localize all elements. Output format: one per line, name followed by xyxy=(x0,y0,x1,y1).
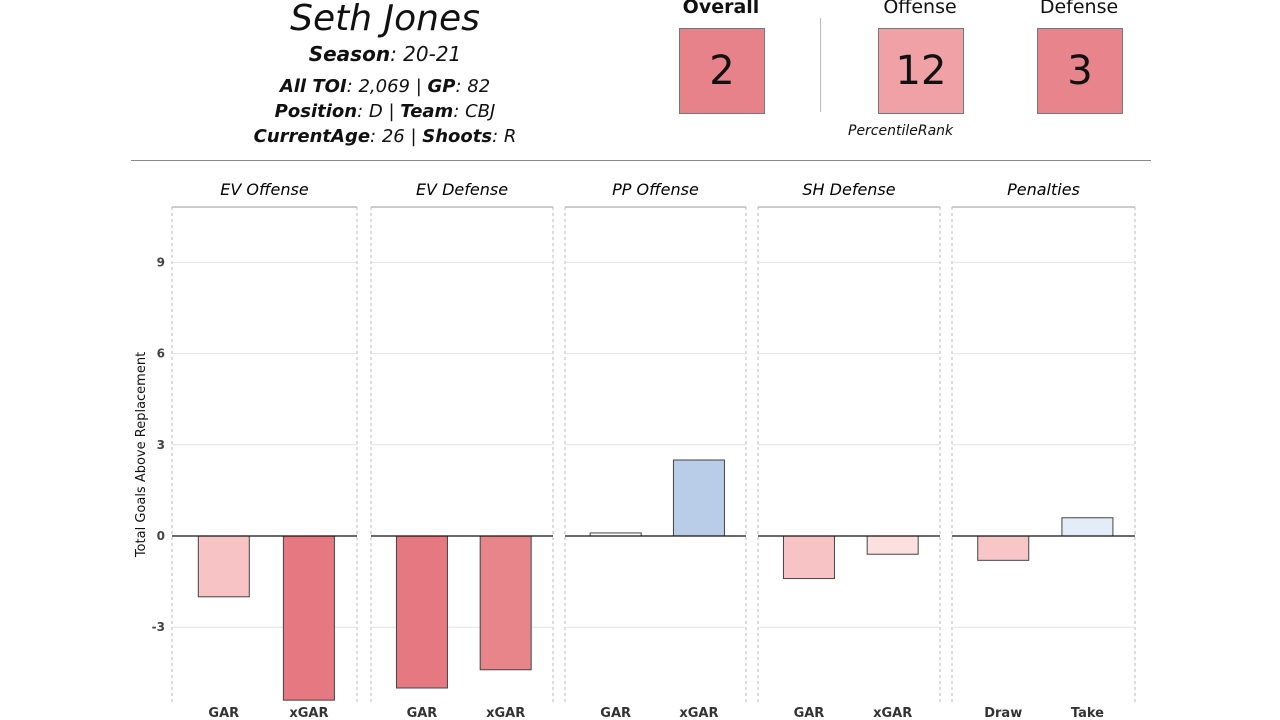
team-label: Team xyxy=(400,101,454,122)
shoots-label: Shoots xyxy=(422,126,493,147)
bar xyxy=(866,535,919,555)
position-line: Position: D | Team: CBJ xyxy=(180,99,590,124)
gp-label: GP xyxy=(427,76,456,97)
toi-label: All TOI xyxy=(279,76,347,97)
x-category-label: GAR xyxy=(407,706,438,720)
bar xyxy=(672,459,725,537)
season-value: : 20-21 xyxy=(390,42,462,66)
x-category-label: GAR xyxy=(208,706,239,720)
age-line: CurrentAge: 26 | Shoots: R xyxy=(180,124,590,149)
x-category-label: GAR xyxy=(600,706,631,720)
x-category-label: xGAR xyxy=(679,706,718,720)
season-line: Season: 20-21 xyxy=(180,42,590,66)
position-label: Position xyxy=(274,101,358,122)
bar xyxy=(782,535,835,580)
shoots-value: : R xyxy=(492,126,517,147)
team-value: : CBJ xyxy=(453,101,496,122)
overall-rank-title: Overall xyxy=(682,0,760,18)
player-name: Seth Jones xyxy=(290,0,480,39)
facet-title: SH Defense xyxy=(802,180,895,199)
y-tick-label: -3 xyxy=(152,620,165,634)
facet-title: EV Offense xyxy=(220,180,309,199)
x-category-label: xGAR xyxy=(486,706,525,720)
x-category-label: xGAR xyxy=(289,706,328,720)
player-details: All TOI: 2,069 | GP: 82 Position: D | Te… xyxy=(180,74,590,149)
offense-rank-box: 12 xyxy=(878,28,964,114)
y-tick-label: 9 xyxy=(157,255,165,269)
y-tick-label: 6 xyxy=(157,347,165,361)
toi-value: : 2,069 | xyxy=(346,76,428,97)
x-category-label: xGAR xyxy=(873,706,912,720)
defense-rank-title: Defense xyxy=(1039,0,1119,18)
age-label: CurrentAge xyxy=(253,126,371,147)
bar xyxy=(282,535,335,701)
facet-title: PP Offense xyxy=(612,180,699,199)
age-value: : 26 | xyxy=(370,126,423,147)
toi-line: All TOI: 2,069 | GP: 82 xyxy=(180,74,590,99)
overall-rank-box: 2 xyxy=(679,28,765,114)
x-category-label: Draw xyxy=(984,706,1022,720)
y-tick-label: 3 xyxy=(157,438,165,452)
bar xyxy=(479,535,532,671)
position-value: : D | xyxy=(357,101,401,122)
bar xyxy=(197,535,250,598)
facet-title: Penalties xyxy=(1007,180,1080,199)
bar xyxy=(1061,517,1114,537)
x-category-label: GAR xyxy=(794,706,825,720)
rank-divider xyxy=(820,18,821,112)
facet-title: EV Defense xyxy=(416,180,508,199)
y-axis-title: Total Goals Above Replacement xyxy=(134,352,149,558)
percentile-rank-label: PercentileRank xyxy=(848,123,954,139)
y-tick-label: 0 xyxy=(157,529,165,543)
gp-value: : 82 xyxy=(455,76,491,97)
season-label: Season xyxy=(308,42,391,66)
x-category-label: Take xyxy=(1071,706,1104,720)
bar xyxy=(395,535,448,689)
header-divider xyxy=(131,160,1151,161)
defense-rank-box: 3 xyxy=(1037,28,1123,114)
offense-rank-title: Offense xyxy=(883,0,957,18)
bar xyxy=(977,535,1030,561)
player-info: Seth Jones Season: 20-21 All TOI: 2,069 … xyxy=(180,0,590,149)
